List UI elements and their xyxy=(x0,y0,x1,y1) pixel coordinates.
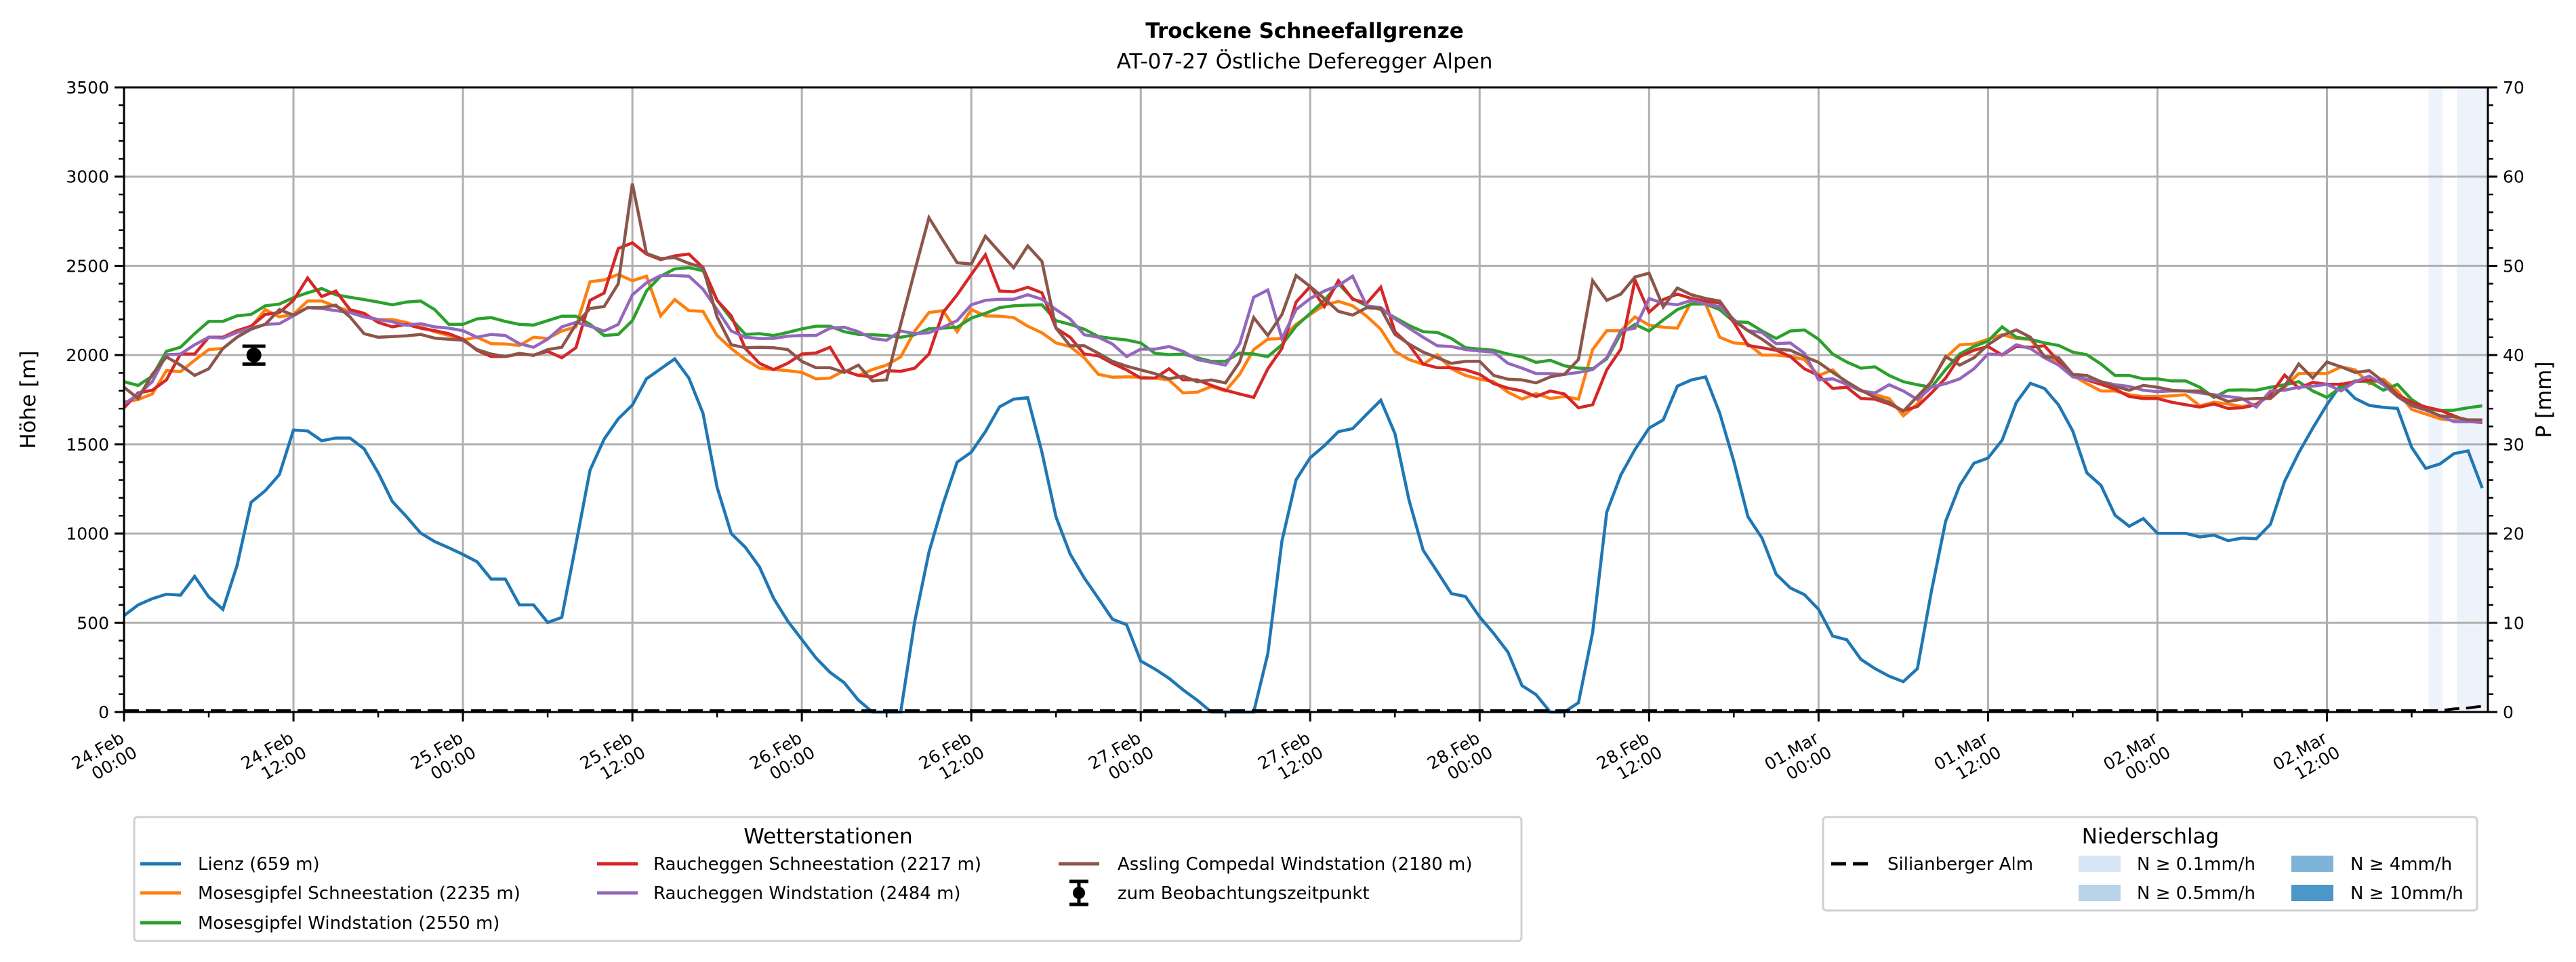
legend-precip-label: N ≥ 0.5mm/h xyxy=(2137,883,2255,904)
legend-precip-swatch xyxy=(2079,856,2121,872)
silianberger-alm-line xyxy=(124,705,2482,712)
legend-label: Raucheggen Schneestation (2217 m) xyxy=(653,854,981,875)
legend-label: Lienz (659 m) xyxy=(198,854,320,875)
legend-precip-title: Niederschlag xyxy=(2082,824,2220,849)
plot-frame xyxy=(123,86,2489,713)
legend-precip-swatch xyxy=(2291,885,2333,901)
legend-stations: Wetterstationen Lienz (659 m) Mosesgipfel… xyxy=(133,816,1523,942)
series-line-5 xyxy=(123,183,2482,422)
series-line-2 xyxy=(123,266,2483,413)
y2-tick-label: 30 xyxy=(2503,435,2524,455)
y-tick-label: 1000 xyxy=(66,524,109,544)
legend-label-observation: zum Beobachtungszeitpunkt xyxy=(1118,883,1370,904)
y-tick-label: 500 xyxy=(77,613,109,633)
y-tick-label: 3000 xyxy=(66,167,109,187)
y2-tick-label: 60 xyxy=(2503,167,2524,187)
y2-tick-label: 40 xyxy=(2503,346,2524,365)
series-line-4 xyxy=(123,274,2482,423)
legend-stations-title: Wetterstationen xyxy=(743,824,912,849)
y2-tick-label: 50 xyxy=(2503,256,2524,276)
chart-subtitle: AT-07-27 Östliche Deferegger Alpen xyxy=(1117,49,1493,74)
legend-precip-swatch xyxy=(2079,885,2121,901)
silianberger-alm-dashed-line xyxy=(124,705,2482,712)
series-lines xyxy=(123,183,2484,714)
legend-precip-swatch xyxy=(2291,856,2333,872)
y-axis-left: 0 500 1000 1500 2000 2500 3000 3500 xyxy=(66,78,124,722)
legend-precip-label: N ≥ 0.1mm/h xyxy=(2137,854,2255,875)
legend-label: Mosesgipfel Windstation (2550 m) xyxy=(198,913,499,934)
y-axis-right: 0 10 20 30 40 50 60 70 xyxy=(2488,78,2524,722)
legend-stations-box xyxy=(133,816,1523,942)
y2-axis-label: P [mm] xyxy=(2532,361,2556,438)
legend-label: Mosesgipfel Schneestation (2235 m) xyxy=(198,883,520,904)
y2-tick-label: 0 xyxy=(2503,703,2514,722)
y2-tick-label: 70 xyxy=(2503,78,2524,98)
legend-label: Raucheggen Windstation (2484 m) xyxy=(653,883,961,904)
series-line-0 xyxy=(123,356,2484,714)
y-tick-label: 3500 xyxy=(66,78,109,98)
precip-band xyxy=(2428,87,2443,712)
legend-precip: Niederschlag Silianberger Alm N ≥ 0.1mm/… xyxy=(1822,816,2478,912)
legend-label: Assling Compedal Windstation (2180 m) xyxy=(1118,854,1473,875)
y-tick-label: 0 xyxy=(98,703,109,722)
legend-point-icon xyxy=(1073,887,1085,899)
legend-precip-label: N ≥ 4mm/h xyxy=(2350,854,2452,875)
precipitation-bands xyxy=(2428,87,2488,712)
series-line-3 xyxy=(123,240,2482,424)
y-axis-label: Höhe [m] xyxy=(16,350,41,448)
legend-precip-label: N ≥ 10mm/h xyxy=(2350,883,2463,904)
y2-tick-label: 10 xyxy=(2503,613,2524,633)
observation-marker xyxy=(242,344,266,366)
y-tick-label: 1500 xyxy=(66,435,109,455)
y2-tick-label: 20 xyxy=(2503,524,2524,544)
grid-lines xyxy=(124,87,2488,712)
y-tick-label: 2500 xyxy=(66,256,109,276)
chart-title: Trockene Schneefallgrenze xyxy=(1145,19,1464,43)
precip-band xyxy=(2457,87,2488,712)
y-tick-label: 2000 xyxy=(66,346,109,365)
legend-precip-station: Silianberger Alm xyxy=(1887,854,2033,875)
observation-point xyxy=(246,348,262,363)
